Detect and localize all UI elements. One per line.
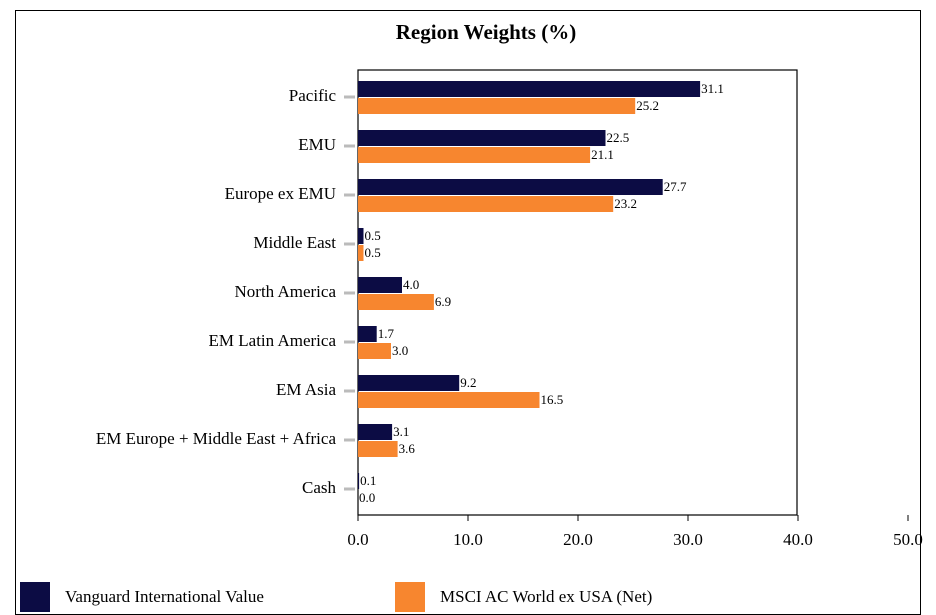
value-label: 1.7 [378,326,395,341]
y-tick-label: EM Europe + Middle East + Africa [96,429,337,448]
bar [358,245,364,261]
value-label: 4.0 [403,277,419,292]
value-label: 16.5 [541,392,564,407]
value-label: 0.1 [360,473,376,488]
bar [358,294,434,310]
bar [358,196,614,212]
bar [358,375,460,391]
x-tick-label: 30.0 [673,530,703,549]
value-label: 0.0 [359,490,375,505]
x-tick-label: 10.0 [453,530,483,549]
bar [358,473,360,489]
value-label: 3.6 [399,441,416,456]
value-label: 25.2 [636,98,659,113]
value-label: 3.0 [392,343,408,358]
value-label: 21.1 [591,147,614,162]
bar [358,326,377,342]
x-tick-label: 50.0 [893,530,923,549]
legend-label: Vanguard International Value [65,587,264,606]
value-label: 31.1 [701,81,724,96]
value-label: 0.5 [365,245,381,260]
y-tick-label: EMU [298,135,336,154]
y-tick-label: Pacific [289,86,337,105]
x-tick-label: 40.0 [783,530,813,549]
value-label: 6.9 [435,294,451,309]
value-label: 22.5 [607,130,630,145]
y-tick-label: EM Asia [276,380,336,399]
y-tick-label: Europe ex EMU [225,184,336,203]
bar [358,392,540,408]
y-tick-label: North America [235,282,337,301]
legend-label: MSCI AC World ex USA (Net) [440,587,652,606]
bar [358,424,393,440]
chart-title: Region Weights (%) [396,20,576,44]
bar [358,441,398,457]
value-label: 27.7 [664,179,687,194]
bar [358,81,701,97]
bar [358,277,402,293]
bar [358,179,663,195]
legend-swatch [395,582,425,612]
bar [358,343,391,359]
value-label: 3.1 [393,424,409,439]
value-label: 0.5 [365,228,381,243]
x-tick-label: 20.0 [563,530,593,549]
bar [358,98,636,114]
value-label: 23.2 [614,196,637,211]
bar [358,130,606,146]
y-tick-label: EM Latin America [209,331,337,350]
bar [358,228,364,244]
x-tick-label: 0.0 [347,530,368,549]
legend-swatch [20,582,50,612]
bar [358,147,591,163]
value-label: 9.2 [460,375,476,390]
y-tick-label: Middle East [253,233,336,252]
y-tick-label: Cash [302,478,337,497]
